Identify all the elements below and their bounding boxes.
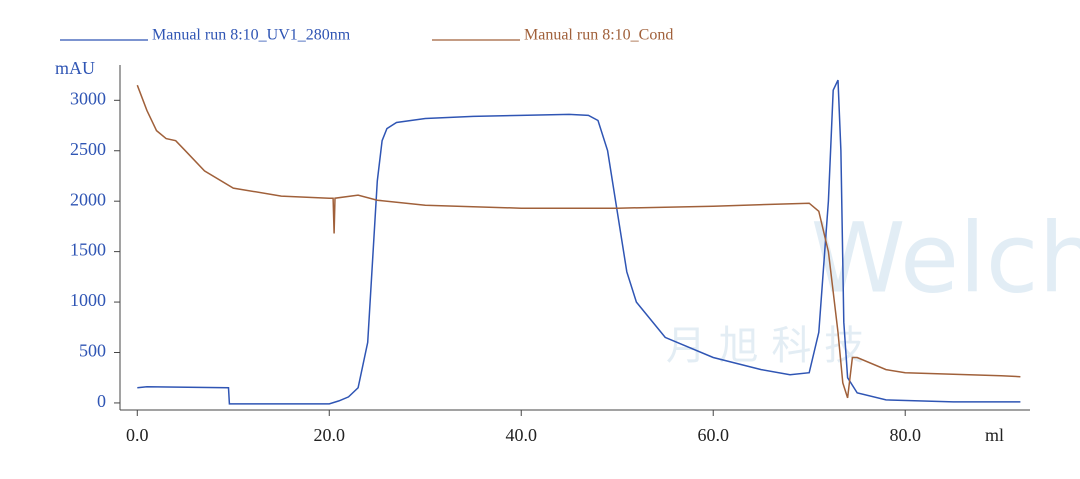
y-tick-label: 2500 xyxy=(70,139,106,159)
x-tick-label: 40.0 xyxy=(505,425,537,445)
y-tick-label: 2000 xyxy=(70,189,106,209)
y-axis-label: mAU xyxy=(55,58,95,78)
y-tick-label: 0 xyxy=(97,391,106,411)
x-tick-label: 60.0 xyxy=(697,425,729,445)
y-tick-label: 3000 xyxy=(70,88,106,108)
x-tick-label: 0.0 xyxy=(126,425,149,445)
watermark: Welch xyxy=(811,202,1080,314)
x-axis-label: ml xyxy=(985,425,1004,445)
legend-label: Manual run 8:10_Cond xyxy=(524,27,673,44)
series-line xyxy=(136,84,1021,399)
x-tick-label: 80.0 xyxy=(889,425,921,445)
y-tick-label: 1000 xyxy=(70,290,106,310)
y-tick-label: 500 xyxy=(79,341,106,361)
series-line xyxy=(137,79,1021,405)
x-tick-label: 20.0 xyxy=(314,425,346,445)
legend-label: Manual run 8:10_UV1_280nm xyxy=(152,27,351,44)
y-tick-label: 1500 xyxy=(70,240,106,260)
watermark: 月 旭 科 技 xyxy=(666,323,864,369)
